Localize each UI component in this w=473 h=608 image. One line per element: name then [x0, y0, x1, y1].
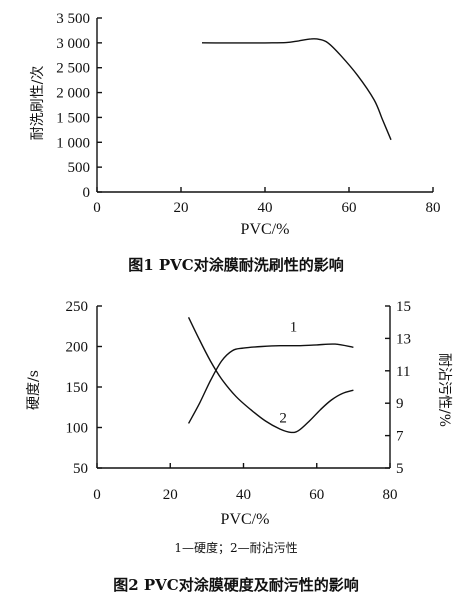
chart-1-x-tick-label: 80 — [426, 200, 441, 216]
chart-2-y-tick-label: 200 — [66, 340, 89, 356]
chart-1-series-line — [201, 38, 392, 141]
chart-2-y-tick-label: 250 — [66, 299, 89, 315]
chart-2-right-tick-label: 7 — [396, 429, 404, 445]
chart-1-y-tick-label: 2 500 — [56, 61, 90, 77]
chart-2-series-1-label: 1 — [290, 320, 298, 336]
chart-2-x-tick-label: 60 — [309, 487, 324, 503]
chart-1-x-tick-label: 40 — [258, 200, 273, 216]
chart-2-y-tick-label: 50 — [73, 461, 88, 477]
chart-1-x-tick-label: 0 — [93, 200, 101, 216]
chart-1-x-tick-label: 20 — [174, 200, 189, 216]
chart-2-right-tick-label: 15 — [396, 299, 411, 315]
chart-2-legend: 1—硬度；2—耐沾污性 — [174, 540, 297, 555]
chart-1-y-axis-label: 耐洗刷性/次 — [30, 66, 46, 141]
chart-2-y-axis-label: 硬度/s — [26, 370, 42, 410]
chart-1-y-tick-label: 3 500 — [56, 11, 90, 27]
chart-2-y-tick-label: 100 — [66, 421, 89, 437]
chart-2: 0 20 40 60 80 50 100 150 200 250 5 7 9 11 13 15 1 2 PVC/… — [26, 299, 452, 594]
chart-1: 0 20 40 60 80 0 500 1 000 1 500 2 000 2 500 3 000 3 … — [30, 11, 441, 274]
chart-2-right-tick-label: 5 — [396, 461, 404, 477]
chart-2-x-axis-label: PVC/% — [221, 511, 270, 528]
chart-2-right-tick-label: 13 — [396, 331, 411, 347]
chart-1-y-tick-label: 3 000 — [56, 36, 90, 52]
chart-2-x-tick-label: 40 — [236, 487, 251, 503]
chart-2-right-tick-label: 9 — [396, 396, 404, 412]
chart-2-right-axis-label: 耐沾污性/% — [436, 353, 452, 427]
chart-1-y-tick-label: 2 000 — [56, 86, 90, 102]
chart-1-y-tick-label: 0 — [83, 185, 91, 201]
chart-2-series-2-line — [187, 317, 354, 434]
chart-2-x-tick-label: 80 — [383, 487, 398, 503]
chart-1-y-tick-label: 1 000 — [56, 135, 90, 151]
chart-2-series-1-line — [187, 343, 354, 424]
chart-2-x-tick-label: 20 — [163, 487, 178, 503]
chart-1-x-tick-label: 60 — [342, 200, 357, 216]
chart-2-y-tick-label: 150 — [66, 380, 89, 396]
chart-2-series-2-label: 2 — [279, 410, 287, 426]
chart-2-right-tick-label: 11 — [396, 364, 410, 380]
chart-2-caption: 图2 PVC对涂膜硬度及耐污性的影响 — [113, 576, 359, 594]
chart-2-x-tick-label: 0 — [93, 487, 101, 503]
chart-1-y-tick-label: 1 500 — [56, 110, 90, 126]
chart-1-y-tick-label: 500 — [68, 160, 91, 176]
chart-1-x-axis-label: PVC/% — [241, 221, 290, 238]
chart-1-caption: 图1 PVC对涂膜耐洗刷性的影响 — [128, 256, 344, 274]
